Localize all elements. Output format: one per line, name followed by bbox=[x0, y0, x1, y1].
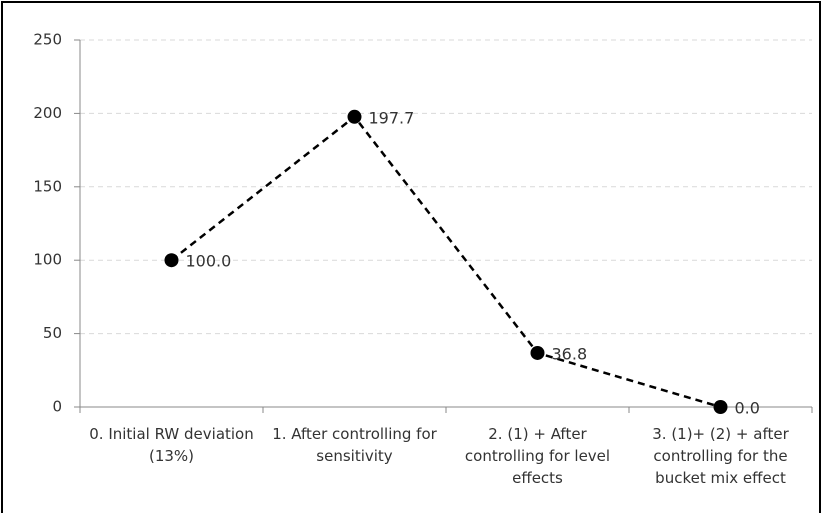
y-tick-label: 250 bbox=[33, 31, 62, 49]
y-tick-label: 200 bbox=[33, 104, 62, 122]
y-tick-label: 150 bbox=[33, 177, 62, 195]
y-tick-label: 50 bbox=[43, 324, 62, 342]
data-label: 0.0 bbox=[735, 399, 760, 418]
x-tick-label: 2. (1) + After controlling for level eff… bbox=[464, 425, 611, 487]
data-label: 100.0 bbox=[186, 252, 232, 271]
marker bbox=[347, 109, 362, 124]
x-tick-label: 1. After controlling for sensitivity bbox=[272, 425, 437, 465]
x-tick-label: 3. (1)+ (2) + after controlling for the … bbox=[652, 425, 789, 487]
marker bbox=[530, 345, 545, 360]
data-label: 36.8 bbox=[552, 344, 588, 363]
marker bbox=[713, 400, 728, 414]
x-tick-label: 0. Initial RW deviation (13%) bbox=[89, 425, 254, 465]
marker bbox=[164, 253, 179, 268]
series-line bbox=[170, 115, 721, 409]
y-tick-label: 0 bbox=[52, 398, 62, 416]
y-tick-label: 100 bbox=[33, 251, 62, 269]
data-label: 197.7 bbox=[369, 108, 415, 127]
